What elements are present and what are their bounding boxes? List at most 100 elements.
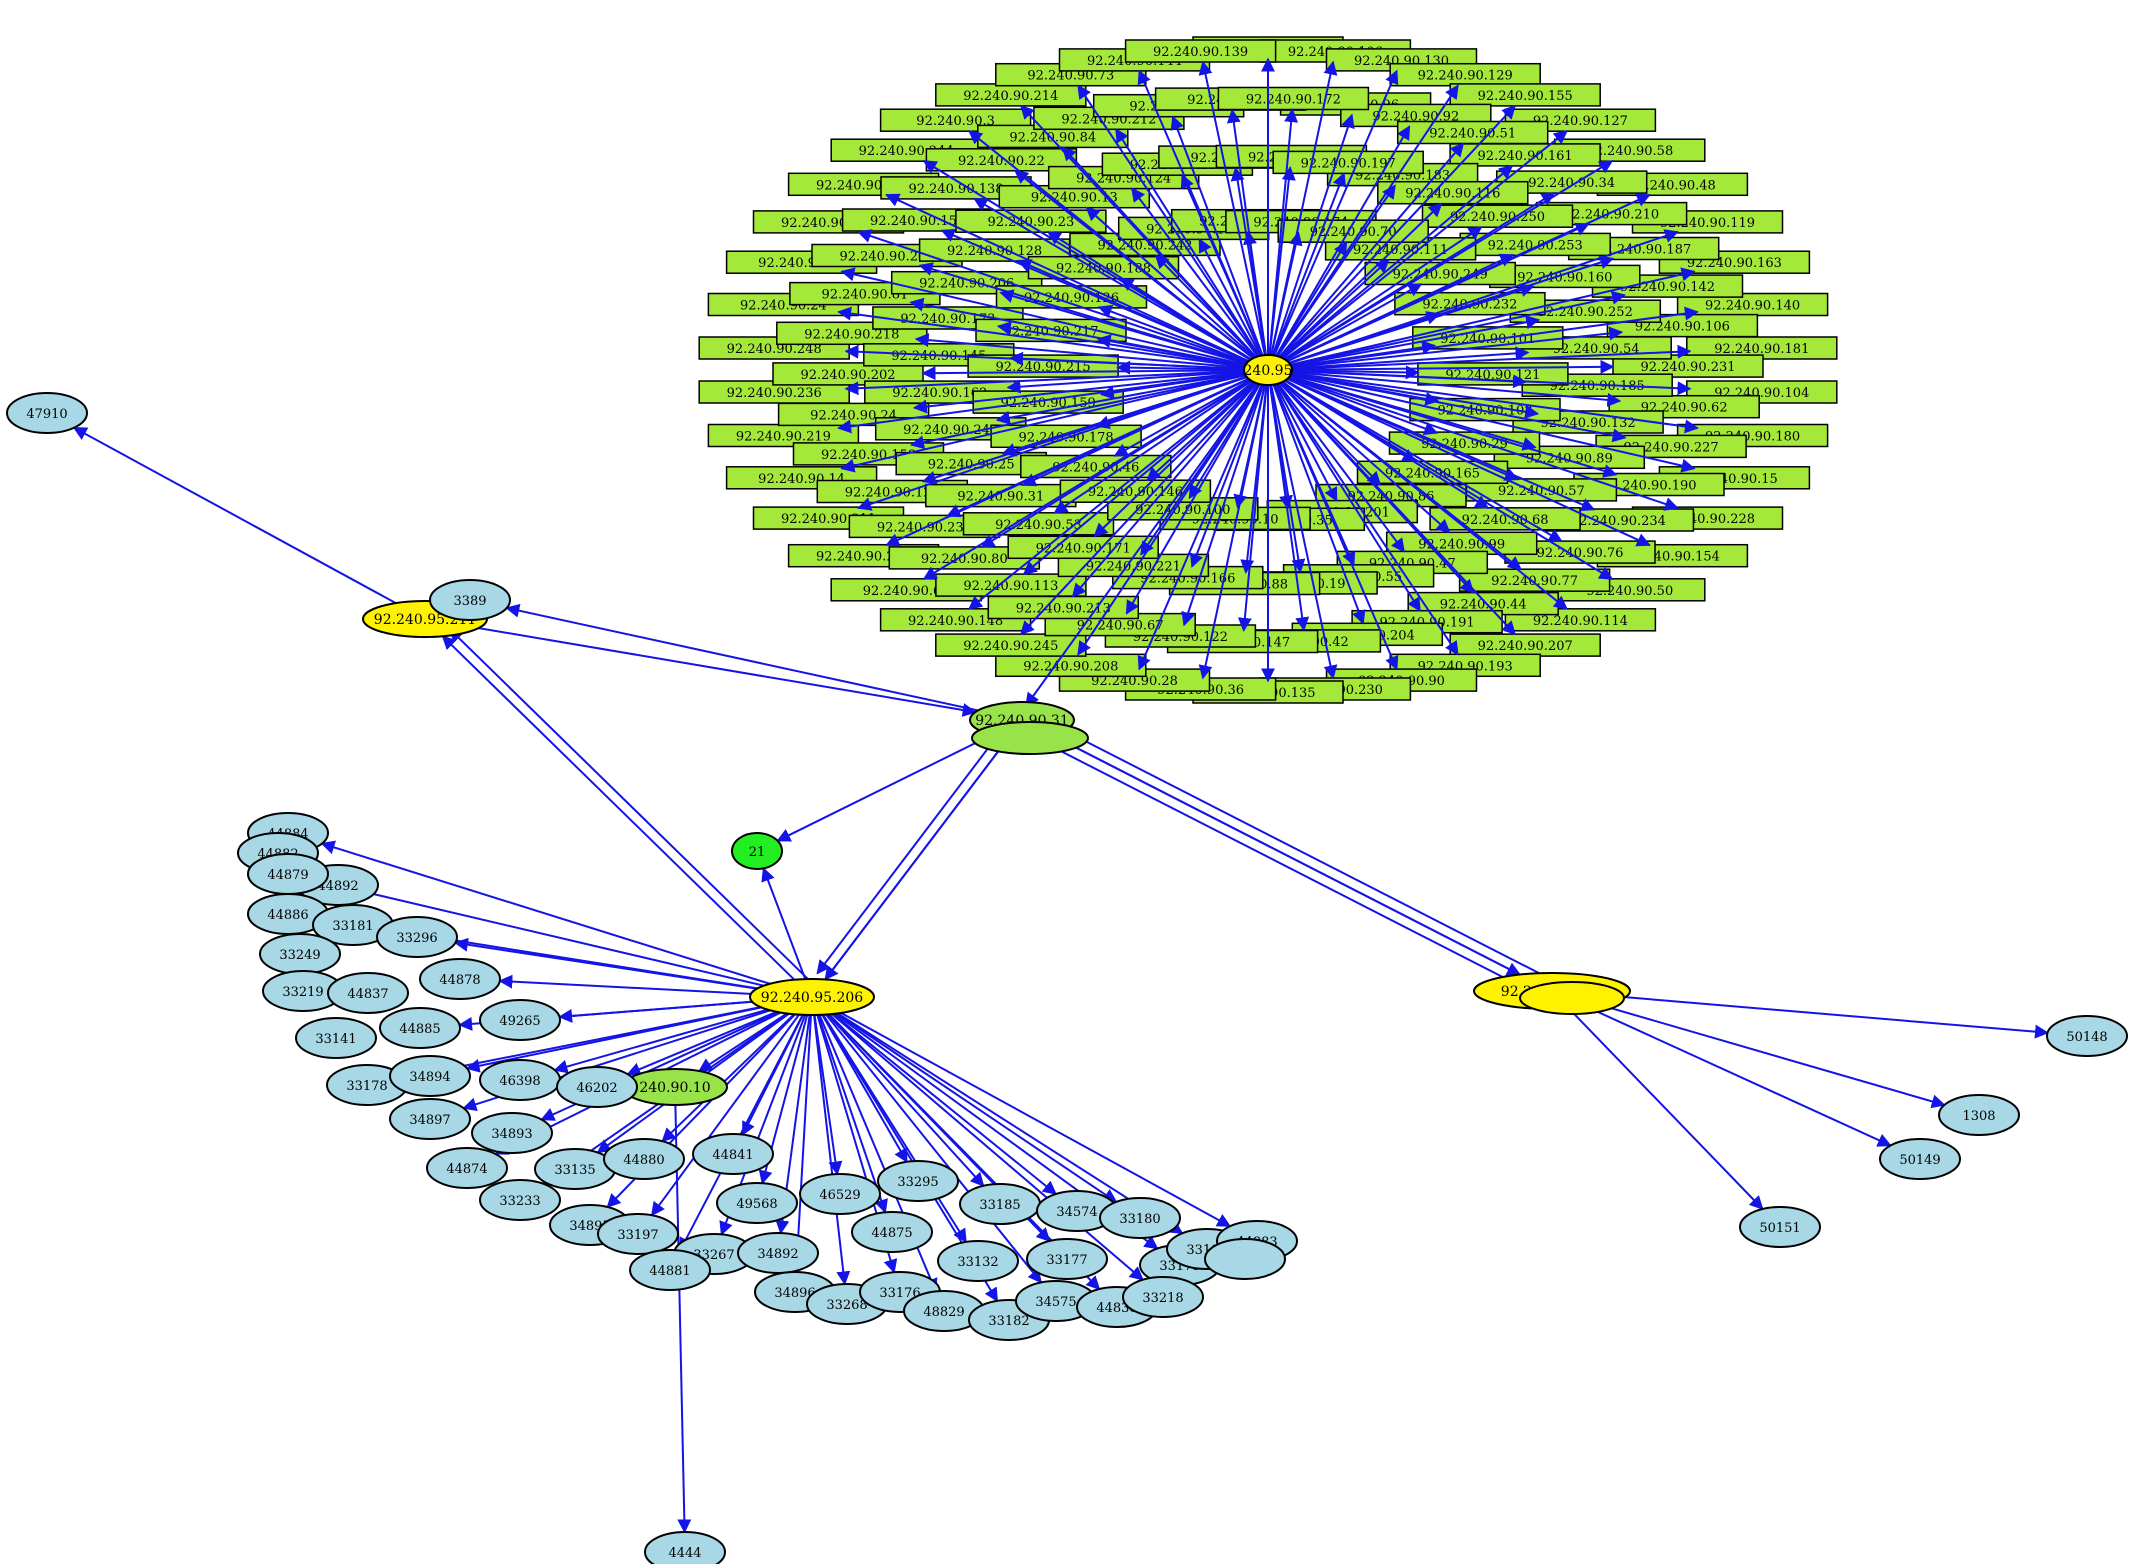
hub-address-node[interactable]: 92.240.90.161 bbox=[1449, 143, 1601, 167]
node-50151[interactable]: 50151 bbox=[1739, 1206, 1821, 1248]
hub-address-node[interactable]: 92.240.90.53 bbox=[962, 512, 1115, 536]
hub-address-node[interactable]: 92.240.90.51 bbox=[1396, 120, 1549, 145]
node-33218[interactable]: 33218 bbox=[1122, 1276, 1204, 1318]
node-label: 44875 bbox=[871, 1226, 912, 1241]
hub-address-label: 92.240.90.160 bbox=[1517, 270, 1612, 285]
hub-edge bbox=[840, 267, 1269, 371]
hub-address-label: 92.240.90.234 bbox=[1571, 514, 1666, 529]
hub-address-node[interactable]: 92.240.90.172 bbox=[1217, 86, 1370, 111]
node-49265[interactable]: 49265 bbox=[479, 999, 561, 1041]
node-44841[interactable]: 44841 bbox=[692, 1133, 774, 1175]
node-h206[interactable]: 92.240.95.206 bbox=[749, 978, 875, 1016]
hub-address-node[interactable]: 92.240.90.139 bbox=[1124, 39, 1277, 63]
node-33295[interactable]: 33295 bbox=[877, 1160, 959, 1202]
node-ellipse bbox=[379, 1007, 461, 1049]
hub-address-node[interactable]: 92.240.90.253 bbox=[1459, 232, 1611, 257]
hub-address-node[interactable]: 92.240.90.68 bbox=[1429, 507, 1581, 531]
node-1308[interactable]: 1308 bbox=[1938, 1094, 2020, 1136]
hub-address-label: 92.240.90.80 bbox=[921, 552, 1008, 567]
node-44881[interactable]: 44881 bbox=[629, 1249, 711, 1291]
hub-address-label: 92.240.90.181 bbox=[1714, 342, 1809, 357]
node-r31b[interactable] bbox=[971, 721, 1089, 755]
node-33135[interactable]: 33135 bbox=[534, 1148, 616, 1190]
hub-address-node[interactable]: 92.240.90.237 bbox=[848, 514, 1001, 539]
hub-address-node[interactable]: 92.240.90.214 bbox=[935, 83, 1087, 107]
node-r10[interactable]: 240.90.10 bbox=[622, 1068, 728, 1106]
hub-address-node[interactable]: 92.240.90.138 bbox=[880, 176, 1032, 200]
hub-address-node[interactable]: 92.240.90.213 bbox=[987, 595, 1140, 620]
node-50149[interactable]: 50149 bbox=[1879, 1138, 1961, 1180]
hub-address-node[interactable]: 92.240.90.155 bbox=[1449, 83, 1601, 107]
node-48829[interactable]: 48829 bbox=[903, 1290, 985, 1332]
hub-address-node[interactable]: 92.240.90.77 bbox=[1458, 568, 1611, 592]
node-33177[interactable]: 33177 bbox=[1026, 1238, 1108, 1280]
hub-node[interactable]: 240.95 bbox=[1243, 354, 1293, 386]
hub-address-node[interactable]: 92.240.90.57 bbox=[1465, 478, 1618, 502]
node-44837[interactable]: 44837 bbox=[327, 972, 409, 1014]
node-44878[interactable]: 44878 bbox=[419, 958, 501, 1000]
edge bbox=[322, 878, 813, 998]
node-33141[interactable]: 33141 bbox=[295, 1017, 377, 1059]
node-33219[interactable]: 33219 bbox=[262, 970, 344, 1012]
hub-address-node[interactable]: 92.240.90.202 bbox=[772, 362, 924, 386]
node-44886[interactable]: 44886 bbox=[247, 893, 329, 935]
node-3389[interactable]: 3389 bbox=[429, 579, 511, 621]
node-33132[interactable]: 33132 bbox=[937, 1240, 1019, 1282]
node-33197[interactable]: 33197 bbox=[597, 1213, 679, 1255]
hub-address-node[interactable]: 92.240.90.181 bbox=[1686, 336, 1838, 360]
hub-address-node[interactable]: 92.240.90.208 bbox=[995, 653, 1147, 678]
node-44885[interactable]: 44885 bbox=[379, 1007, 461, 1049]
node-47910[interactable]: 47910 bbox=[6, 392, 88, 434]
hub-address-node[interactable]: 92.240.90.129 bbox=[1389, 62, 1541, 87]
hub-address-node[interactable]: 92.240.90.207 bbox=[1449, 633, 1601, 657]
node-33185[interactable]: 33185 bbox=[959, 1183, 1041, 1225]
node-label: 34892 bbox=[757, 1247, 798, 1262]
node-33233[interactable]: 33233 bbox=[479, 1179, 561, 1221]
hub-edge bbox=[1006, 369, 1269, 394]
hub-edge bbox=[1267, 369, 1522, 571]
node-33249[interactable]: 33249 bbox=[259, 933, 341, 975]
hub-address-label: 92.240.90.140 bbox=[1705, 299, 1800, 314]
node-s21[interactable]: 21 bbox=[731, 832, 783, 870]
edge bbox=[661, 996, 813, 1143]
node-34892[interactable]: 34892 bbox=[737, 1232, 819, 1274]
node-34574[interactable]: 34574 bbox=[1036, 1190, 1118, 1232]
node-33180[interactable]: 33180 bbox=[1099, 1197, 1181, 1239]
node-34897[interactable]: 34897 bbox=[389, 1098, 471, 1140]
node-34893[interactable]: 34893 bbox=[471, 1112, 553, 1154]
hub-address-node[interactable]: 92.240.90.236 bbox=[698, 380, 850, 404]
hub-address-label: 92.240.90.253 bbox=[1488, 238, 1583, 253]
hub-address-node[interactable]: 92.240.90.76 bbox=[1504, 540, 1656, 564]
hub-address-node[interactable]: 92.240.90.116 bbox=[1377, 180, 1529, 205]
node-44875[interactable]: 44875 bbox=[851, 1211, 933, 1253]
hub-address-label: 92.240.90.157 bbox=[870, 214, 965, 229]
hub-address-node[interactable]: 92.240.90.128 bbox=[918, 238, 1071, 262]
hub-address-node[interactable]: 92.240.90.250 bbox=[1421, 204, 1574, 228]
node-33178[interactable]: 33178 bbox=[326, 1064, 408, 1106]
node-46398[interactable]: 46398 bbox=[479, 1059, 561, 1101]
node-34575[interactable]: 34575 bbox=[1015, 1280, 1097, 1322]
node-44887[interactable] bbox=[1204, 1238, 1286, 1280]
hub-address-node[interactable]: 92.240.90.113 bbox=[935, 573, 1087, 597]
hub-address-node[interactable]: 92.240.90.44 bbox=[1407, 591, 1559, 616]
hub-address-node[interactable]: 92.240.90.22 bbox=[925, 148, 1078, 172]
hub-address-node[interactable]: 92.240.90.210 bbox=[1535, 201, 1688, 226]
hub-address-label: 92.240.90.76 bbox=[1537, 546, 1624, 561]
hub-address-node[interactable]: 92.240.90.34 bbox=[1495, 170, 1648, 194]
hub-address-node[interactable]: 92.240.90.231 bbox=[1612, 354, 1764, 378]
node-4444[interactable]: 4444 bbox=[644, 1531, 726, 1564]
hub-address-label: 92.240.90.210 bbox=[1564, 208, 1659, 223]
node-46202[interactable]: 46202 bbox=[556, 1066, 638, 1108]
node-34894[interactable]: 34894 bbox=[389, 1055, 471, 1097]
node-33296[interactable]: 33296 bbox=[376, 916, 458, 958]
hub-address-node[interactable]: 92.240.90.218 bbox=[776, 321, 928, 346]
node-44880[interactable]: 44880 bbox=[603, 1138, 685, 1180]
node-49568[interactable]: 49568 bbox=[716, 1182, 798, 1224]
node-46529[interactable]: 46529 bbox=[799, 1173, 881, 1215]
hub-edge bbox=[1267, 365, 1420, 380]
node-h207b[interactable] bbox=[1519, 981, 1625, 1015]
hub-address-node[interactable]: 92.240.90.245 bbox=[935, 633, 1087, 657]
node-50148[interactable]: 50148 bbox=[2046, 1015, 2128, 1057]
node-44879[interactable]: 44879 bbox=[247, 853, 329, 895]
node-44874[interactable]: 44874 bbox=[426, 1147, 508, 1189]
